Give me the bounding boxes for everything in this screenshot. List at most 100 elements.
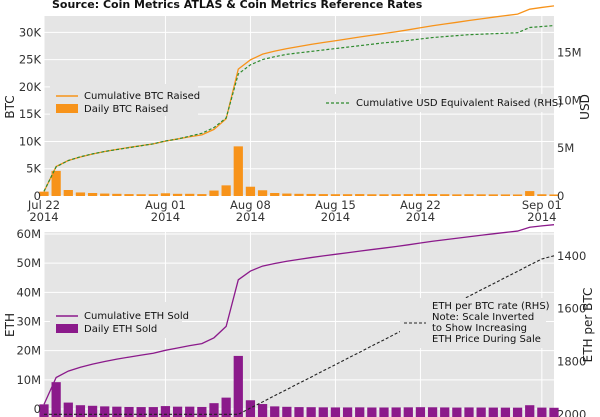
legend-swatch-daily-eth — [56, 324, 78, 333]
top-x-tick-year: 2014 — [236, 210, 265, 224]
daily-eth-bar — [476, 407, 486, 417]
bottom-y-tick-label: 30M — [16, 315, 41, 329]
daily-btc-bar — [221, 185, 231, 196]
source-caption: Source: Coin Metrics ATLAS & Coin Metric… — [52, 0, 423, 11]
top-x-tick-label: Aug 08 — [230, 198, 271, 212]
top-x-tick-year: 2014 — [151, 210, 180, 224]
daily-eth-bar — [136, 407, 146, 417]
bottom-legend-left: Cumulative ETH Sold Daily ETH Sold — [50, 302, 189, 338]
daily-eth-bar — [403, 407, 413, 417]
daily-btc-bar — [39, 191, 49, 196]
daily-btc-bar — [427, 194, 438, 196]
top-legend-right-box — [320, 94, 548, 112]
daily-btc-bar — [306, 193, 316, 196]
daily-btc-bar — [282, 193, 292, 196]
daily-btc-bar — [172, 193, 183, 196]
top-x-tick-label: Aug 22 — [400, 198, 441, 212]
daily-btc-bar — [330, 194, 341, 196]
top-left-axis-label: BTC — [3, 95, 17, 118]
legend-line: ETH per BTC rate (RHS) — [432, 301, 550, 312]
legend-line: Note: Scale Inverted — [432, 312, 534, 323]
daily-btc-bar — [270, 193, 280, 196]
legend-label-cumulative-btc: Cumulative BTC Raised — [84, 91, 200, 102]
daily-btc-bar — [63, 190, 73, 196]
top-y-tick-label: 15K — [19, 107, 42, 121]
daily-eth-bar — [39, 404, 49, 417]
top-y-tick-label: 20K — [19, 80, 42, 94]
bottom-y-tick-label: 0 — [34, 402, 41, 416]
bottom-left-axis-label: ETH — [3, 313, 17, 337]
daily-btc-bar — [87, 193, 98, 196]
bottom-y-tick-label: 50M — [16, 256, 41, 270]
daily-btc-bar — [160, 193, 171, 196]
daily-btc-bar — [185, 193, 195, 196]
top-x-tick-label: Jul 22 — [27, 198, 60, 212]
bottom-right-axis-ticks: 1400 1600 1800 2000 — [557, 249, 586, 417]
top-y-tick-label: 10K — [19, 134, 42, 148]
top-y-tick-label: 5K — [26, 162, 41, 176]
eth-per-btc-rate-line — [44, 255, 555, 415]
daily-btc-bar — [136, 194, 146, 196]
top-x-tick-label: Aug 01 — [145, 198, 186, 212]
daily-btc-bar — [452, 194, 462, 196]
daily-btc-bar — [51, 170, 61, 196]
daily-eth-bar — [185, 406, 195, 417]
daily-eth-bar — [209, 403, 219, 417]
daily-eth-bar — [172, 406, 183, 417]
daily-eth-bar — [367, 407, 377, 417]
top-left-axis-ticks: 0 5K 10K 15K 20K 25K 30K — [19, 25, 42, 203]
daily-eth-bar — [100, 406, 110, 417]
daily-eth-bar — [294, 407, 304, 417]
daily-eth-bar — [391, 407, 401, 417]
daily-eth-bar — [379, 407, 389, 417]
daily-eth-bar — [233, 355, 243, 417]
top-y-tick-label: 0 — [34, 189, 41, 203]
daily-eth-bar — [112, 406, 122, 417]
top-lines — [43, 5, 555, 192]
daily-btc-bar — [75, 192, 86, 196]
daily-btc-bar — [318, 194, 328, 196]
top-x-tick-label: Sep 01 — [522, 198, 562, 212]
top-x-tick-year: 2014 — [406, 210, 435, 224]
bottom-y-tick-label: 10M — [16, 373, 41, 387]
daily-btc-bar — [525, 191, 535, 196]
daily-eth-bar — [270, 406, 280, 417]
top-daily-bars — [39, 146, 559, 196]
daily-btc-bar — [209, 190, 219, 196]
legend-label-cumulative-eth: Cumulative ETH Sold — [84, 311, 189, 322]
bottom-right-axis-label: ETH per BTC — [581, 288, 595, 363]
daily-btc-bar — [440, 194, 450, 196]
daily-eth-bar — [512, 407, 523, 417]
daily-btc-bar — [512, 194, 523, 196]
daily-btc-bar — [476, 194, 486, 196]
daily-eth-bar — [124, 406, 134, 417]
daily-btc-bar — [148, 194, 158, 196]
daily-eth-bar — [537, 407, 547, 417]
daily-eth-bar — [197, 406, 207, 417]
daily-eth-bar — [282, 406, 292, 417]
top-right-axis-ticks: 0 5M 10M 15M — [557, 45, 582, 203]
top-right-tick-label: 0 — [557, 189, 564, 203]
daily-btc-bar — [124, 194, 134, 196]
daily-eth-bar — [306, 407, 316, 417]
legend-line: to Show Increasing — [432, 323, 527, 334]
legend-line: ETH Price During Sale — [432, 334, 541, 345]
top-x-tick-year: 2014 — [321, 210, 350, 224]
daily-eth-bar — [330, 407, 341, 417]
bottom-y-tick-label: 20M — [16, 344, 41, 358]
daily-eth-bar — [148, 407, 158, 417]
daily-btc-bar — [464, 194, 474, 196]
daily-btc-bar — [245, 186, 256, 196]
bottom-right-tick-label: 1600 — [557, 302, 586, 316]
daily-btc-bar — [379, 194, 389, 196]
daily-eth-bar — [500, 407, 511, 417]
bottom-right-tick-label: 1800 — [557, 355, 586, 369]
legend-label-daily-eth: Daily ETH Sold — [84, 324, 157, 335]
top-right-axis-label: USD — [578, 94, 592, 120]
daily-eth-bar — [488, 407, 498, 417]
top-right-tick-label: 10M — [557, 93, 582, 107]
daily-eth-bar — [440, 407, 450, 417]
